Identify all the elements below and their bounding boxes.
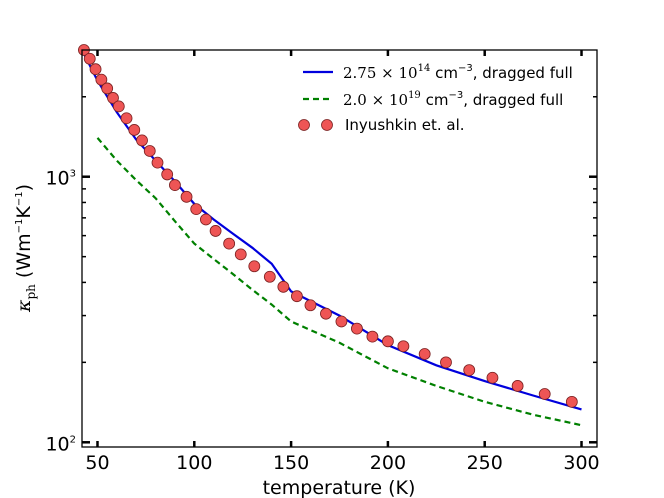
legend-exponent: 14 [418, 63, 431, 74]
data-point [248, 260, 261, 273]
series-line-dashed [96, 137, 582, 427]
legend-exponent: 19 [408, 90, 421, 101]
legend-times: × [367, 91, 389, 109]
data-point [223, 237, 236, 250]
data-point [161, 168, 174, 181]
data-point [112, 100, 125, 113]
y-tick-exponent: 2 [70, 434, 76, 445]
legend-rest: , dragged full [463, 91, 563, 109]
legend-unit: cm [426, 91, 449, 109]
data-point [304, 299, 317, 312]
x-tick-label: 150 [273, 452, 309, 474]
data-point [190, 203, 203, 216]
legend-label-series-1: 2.75 × 1014 cm−3, dragged full [343, 63, 573, 82]
y-tick-label: 102 [45, 433, 76, 455]
data-point [89, 63, 102, 76]
legend-mantissa: 2.75 [343, 64, 376, 82]
y-tick-base: 10 [45, 168, 69, 190]
data-point [95, 73, 108, 86]
data-point [128, 124, 141, 136]
legend-marker [298, 119, 310, 131]
data-point [120, 112, 133, 125]
data-point [277, 280, 290, 293]
data-point [291, 290, 303, 303]
series-markers [78, 44, 578, 408]
legend-unit-exponent: −3 [448, 90, 463, 101]
y-tick-label: 103 [45, 168, 76, 190]
legend-label-series-2: 2.0 × 1019 cm−3, dragged full [343, 90, 563, 109]
data-point [180, 190, 193, 203]
x-tick-label: 200 [370, 452, 406, 474]
data-point [263, 270, 276, 283]
data-point [511, 380, 524, 392]
legend-unit-exponent: −3 [458, 63, 473, 74]
data-point [565, 395, 578, 408]
y-label-subscript: ph [24, 284, 38, 300]
y-label-units: (Wm [13, 233, 35, 284]
data-point [151, 156, 164, 169]
y-label-exp1: −1 [14, 219, 25, 234]
legend-unit: cm [435, 64, 458, 82]
data-point [320, 307, 332, 320]
legend-times: × [376, 64, 398, 82]
legend-rest: , dragged full [473, 64, 573, 82]
data-point [143, 145, 156, 157]
y-axis-label: κph (Wm−1K−1) [13, 184, 38, 313]
legend-base: 10 [389, 91, 408, 109]
data-point [136, 134, 148, 147]
data-point [418, 348, 431, 360]
data-point [200, 213, 212, 226]
legend-marker [321, 119, 333, 131]
data-point [538, 388, 551, 400]
legend-mantissa: 2.0 [343, 91, 367, 109]
legend-base: 10 [399, 64, 418, 82]
data-point [169, 179, 181, 191]
data-point [397, 340, 410, 353]
data-point [463, 364, 476, 376]
plot-frame [81, 49, 598, 448]
x-tick-label: 250 [467, 452, 503, 474]
y-tick-labels: 102 103 [45, 168, 76, 456]
data-point [366, 330, 379, 343]
legend-label-series-3: Inyushkin et. al. [345, 116, 465, 134]
series-layer [78, 44, 582, 427]
data-point [83, 52, 96, 65]
y-label-symbol: κ [13, 299, 35, 313]
x-tick-label: 300 [563, 452, 599, 474]
y-label-close: ) [13, 184, 35, 191]
data-point [234, 248, 247, 261]
data-point [335, 315, 348, 328]
data-point [209, 225, 222, 237]
data-point [486, 371, 499, 384]
x-axis-label: temperature (K) [263, 477, 416, 498]
data-point [101, 82, 114, 95]
legend: 2.75 × 1014 cm−3, dragged full 2.0 × 101… [298, 63, 573, 134]
data-point [440, 356, 452, 369]
y-label-k: K [13, 206, 35, 219]
y-tick-base: 10 [45, 433, 69, 455]
data-point [107, 92, 119, 104]
y-label-exp2: −1 [14, 191, 25, 206]
x-tick-label: 100 [176, 452, 212, 474]
x-tick-labels: 50 100 150 200 250 300 [85, 452, 599, 474]
tick-marks [82, 50, 597, 447]
x-tick-label: 50 [85, 452, 109, 474]
y-tick-exponent: 3 [70, 169, 76, 180]
data-point [351, 322, 363, 335]
data-point [382, 335, 394, 348]
